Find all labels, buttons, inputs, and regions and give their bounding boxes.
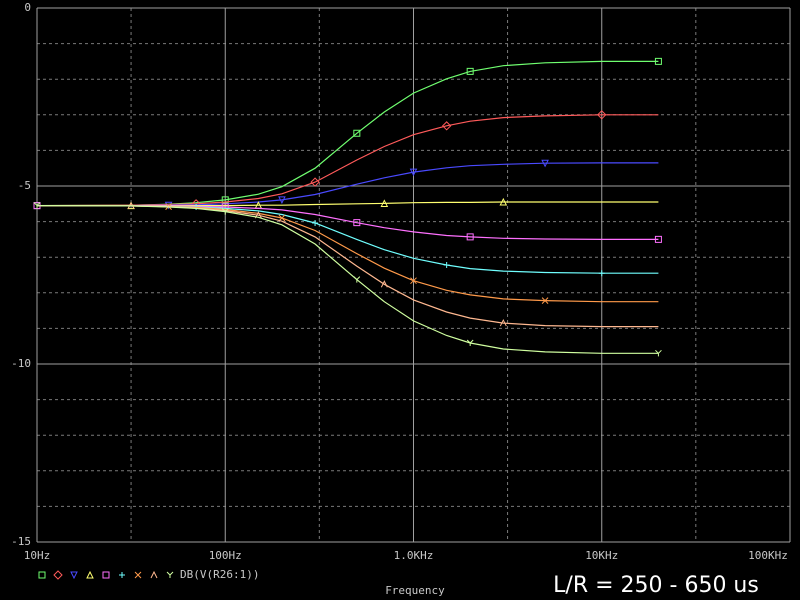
legend-symbol [86,570,94,579]
point-marker [466,67,474,75]
point-marker [655,349,662,357]
legend-symbol [38,571,46,579]
y-tick-label: 0 [24,1,31,14]
point-marker [221,208,229,215]
x-axis-label: Frequency [385,584,445,597]
series-line [36,205,659,328]
point-marker [598,270,605,277]
legend-symbol [166,571,174,578]
legend-symbol [150,570,158,579]
point-marker [380,280,388,288]
point-marker [410,277,417,285]
legend-label: DB(V(R26:1)) [180,568,259,581]
legend-symbol [134,571,142,579]
point-marker [353,276,361,283]
point-marker [441,121,452,131]
point-marker [443,262,450,269]
point-marker [127,201,135,210]
point-marker [466,339,474,346]
annotation: L/R = 250 - 650 us [553,573,759,598]
point-marker [353,219,361,227]
point-marker [466,233,474,241]
point-marker [278,214,286,222]
point-marker [33,202,41,209]
legend-symbol [102,571,110,579]
x-tick-label: 100KHz [748,549,788,562]
y-tick-label: -5 [18,179,31,192]
point-marker [541,297,549,304]
series-line [36,60,659,207]
point-marker [409,168,418,177]
point-marker [654,57,662,65]
point-marker [312,220,319,227]
point-marker [541,159,549,168]
point-marker [597,110,607,120]
point-marker [310,177,320,187]
point-marker [380,199,389,207]
point-marker [278,196,286,205]
point-marker [221,196,229,204]
x-tick-label: 100Hz [209,549,242,562]
x-tick-label: 1.0KHz [394,549,434,562]
point-marker [654,235,662,243]
series-line [36,205,659,303]
legend-symbol [70,571,78,580]
y-tick-label: -15 [11,535,31,548]
point-marker [499,197,508,206]
y-tick-label: -10 [11,357,31,370]
series-line [36,205,659,354]
x-tick-label: 10KHz [585,549,618,562]
point-marker [33,202,41,210]
point-marker [254,211,262,219]
series-line [37,162,659,207]
series-line [37,205,659,240]
point-marker [353,129,361,137]
legend-symbol [119,572,125,578]
x-tick-label: 10Hz [24,549,51,562]
legend-symbol [53,570,63,580]
point-marker [499,318,507,327]
series-line [36,114,659,207]
